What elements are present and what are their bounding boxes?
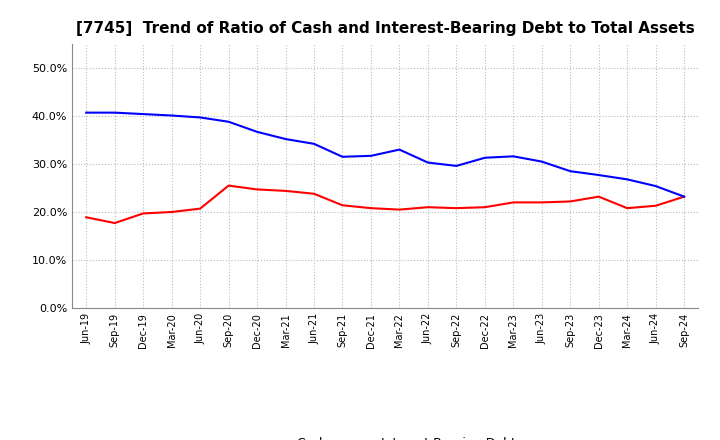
Cash — [366, 205, 375, 211]
Interest-Bearing Debt — [509, 154, 518, 159]
Interest-Bearing Debt — [366, 153, 375, 158]
Cash — [595, 194, 603, 199]
Cash — [623, 205, 631, 211]
Cash — [338, 203, 347, 208]
Cash — [310, 191, 318, 196]
Interest-Bearing Debt — [338, 154, 347, 159]
Cash — [680, 194, 688, 199]
Cash — [652, 203, 660, 209]
Interest-Bearing Debt — [652, 183, 660, 189]
Interest-Bearing Debt — [623, 177, 631, 182]
Cash — [537, 200, 546, 205]
Interest-Bearing Debt — [82, 110, 91, 115]
Interest-Bearing Debt — [480, 155, 489, 161]
Cash — [566, 199, 575, 204]
Legend: Cash, Interest-Bearing Debt: Cash, Interest-Bearing Debt — [250, 432, 521, 440]
Interest-Bearing Debt — [282, 136, 290, 142]
Title: [7745]  Trend of Ratio of Cash and Interest-Bearing Debt to Total Assets: [7745] Trend of Ratio of Cash and Intere… — [76, 21, 695, 36]
Interest-Bearing Debt — [452, 163, 461, 169]
Cash — [480, 205, 489, 210]
Cash — [282, 188, 290, 194]
Interest-Bearing Debt — [167, 113, 176, 118]
Cash — [452, 205, 461, 211]
Cash — [423, 205, 432, 210]
Cash — [167, 209, 176, 215]
Cash — [196, 206, 204, 211]
Cash — [253, 187, 261, 192]
Interest-Bearing Debt — [595, 172, 603, 178]
Interest-Bearing Debt — [253, 129, 261, 135]
Interest-Bearing Debt — [110, 110, 119, 115]
Interest-Bearing Debt — [537, 159, 546, 164]
Line: Interest-Bearing Debt: Interest-Bearing Debt — [86, 113, 684, 197]
Cash — [225, 183, 233, 188]
Cash — [110, 220, 119, 226]
Interest-Bearing Debt — [139, 111, 148, 117]
Interest-Bearing Debt — [225, 119, 233, 125]
Interest-Bearing Debt — [395, 147, 404, 152]
Interest-Bearing Debt — [310, 141, 318, 147]
Cash — [395, 207, 404, 212]
Cash — [139, 211, 148, 216]
Line: Cash: Cash — [86, 186, 684, 223]
Cash — [509, 200, 518, 205]
Interest-Bearing Debt — [196, 115, 204, 120]
Interest-Bearing Debt — [566, 169, 575, 174]
Cash — [82, 215, 91, 220]
Interest-Bearing Debt — [423, 160, 432, 165]
Interest-Bearing Debt — [680, 194, 688, 199]
